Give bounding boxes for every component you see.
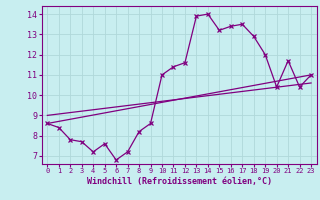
X-axis label: Windchill (Refroidissement éolien,°C): Windchill (Refroidissement éolien,°C) bbox=[87, 177, 272, 186]
